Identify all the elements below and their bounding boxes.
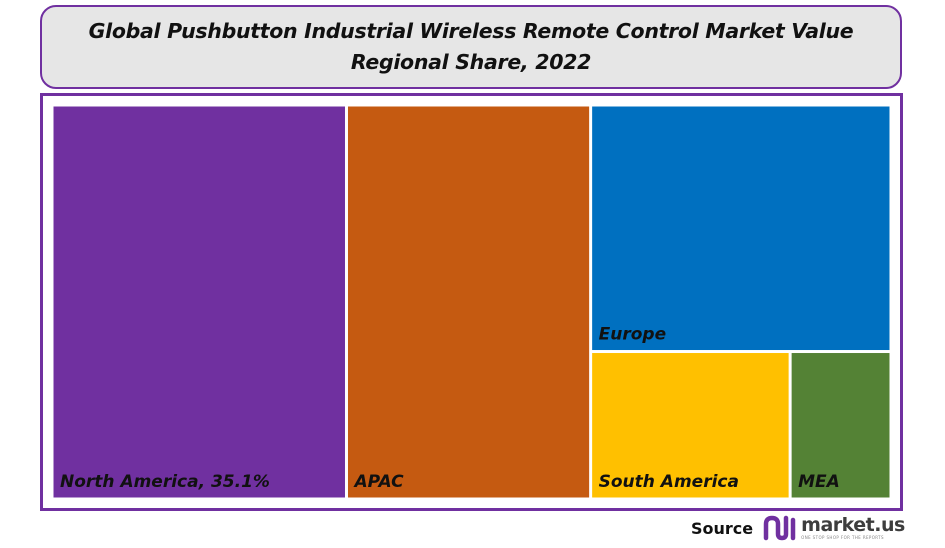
treemap-frame: North America, 35.1% APAC Europe South Amer… — [40, 93, 903, 511]
treemap-tile-mea — [791, 353, 890, 498]
treemap-tile-europe — [592, 106, 890, 351]
brand: market.us ONE STOP SHOP FOR THE REPORTS — [801, 516, 905, 540]
treemap-label-mea: MEA — [798, 472, 840, 492]
treemap-tile-north-america — [53, 106, 345, 498]
treemap-tile-apac — [347, 106, 590, 498]
source-label: Source — [691, 518, 754, 538]
chart-title-line-1: Global Pushbutton Industrial Wireless Re… — [88, 19, 854, 43]
brand-tagline: ONE STOP SHOP FOR THE REPORTS — [801, 535, 884, 540]
treemap-label-south-america: South America — [599, 472, 739, 492]
market-us-logo-icon — [763, 515, 796, 541]
treemap-label-north-america: North America, 35.1% — [60, 472, 270, 492]
treemap-label-europe: Europe — [599, 325, 666, 345]
treemap-tile-south-america — [592, 353, 789, 498]
treemap-chart: North America, 35.1% APAC Europe South Amer… — [53, 106, 890, 498]
brand-name: market.us — [801, 514, 905, 536]
chart-title-line-2: Regional Share, 2022 — [350, 50, 592, 74]
treemap-label-apac: APAC — [352, 472, 404, 492]
source-attribution: Source market.us ONE STOP SHOP FOR THE R… — [691, 514, 905, 542]
chart-title-box: Global Pushbutton Industrial Wireless Re… — [40, 5, 902, 89]
